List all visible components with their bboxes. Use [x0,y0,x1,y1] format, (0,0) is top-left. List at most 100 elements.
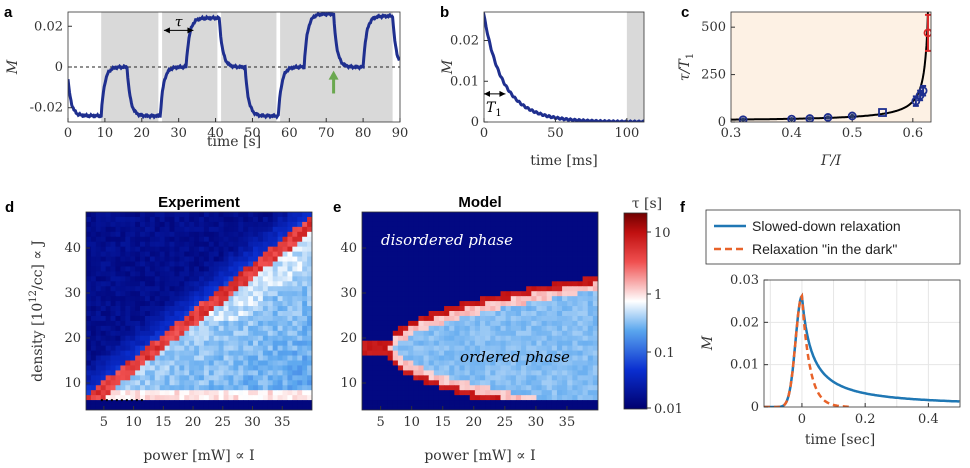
d-cell-25-26 [208,340,215,347]
d-cell-27-21 [218,315,224,322]
e-cell-25-15 [490,286,496,292]
d-cell-7-15 [120,286,126,292]
e-cell-10-0 [413,212,419,218]
d-cell-5-15 [110,286,116,292]
e-cell-13-1 [428,216,435,223]
e-cell-1-18 [367,301,373,307]
e-cell-29-5 [510,236,517,243]
d-cell-41-25 [287,335,293,342]
e-cell-8-1 [403,216,409,223]
d-cell-34-1 [253,216,259,223]
d-cell-30-10 [233,261,239,267]
d-cell-8-38 [125,400,131,406]
d-cell-10-22 [135,320,141,327]
d-cell-32-26 [243,340,249,347]
d-cell-13-13 [149,276,156,282]
e-cell-36-17 [546,296,553,302]
e-cell-10-32 [413,370,419,376]
e-cell-5-16 [387,291,394,297]
d-cell-9-15 [130,286,136,292]
e-cell-28-38 [505,400,512,406]
e-cell-42-0 [577,212,584,218]
d-cell-45-0 [307,212,312,218]
d-cell-2-37 [95,395,102,401]
e-cell-33-27 [531,345,537,351]
d-cell-35-4 [257,231,264,238]
d-cell-42-6 [292,241,298,248]
e-cell-15-30 [438,360,445,366]
e-cell-4-21 [382,315,389,322]
d-cell-32-11 [243,266,249,272]
e-cell-23-21 [480,315,486,322]
e-cell-37-21 [551,315,558,322]
d-cell-33-37 [248,395,254,401]
e-cell-16-27 [444,345,450,351]
e-cell-11-11 [418,266,424,272]
d-cell-2-10 [95,261,102,267]
e-cell-6-31 [392,365,399,371]
d-cell-32-5 [243,236,249,243]
e-cell-28-1 [505,216,512,223]
e-cell-16-28 [444,350,450,356]
d-cell-24-0 [203,212,210,218]
e-cell-18-5 [454,236,460,243]
e-cell-39-1 [562,216,568,223]
e-cell-39-25 [562,335,568,342]
e-cell-14-28 [433,350,440,356]
e-cell-12-33 [423,375,430,381]
e-cell-7-39 [397,405,404,410]
d-cell-4-34 [105,380,111,386]
d-xtick-label-1: 10 [125,415,142,430]
e-cell-22-7 [474,246,481,252]
e-cell-30-35 [515,385,522,391]
e-cell-1-7 [367,246,373,252]
e-cell-41-5 [572,236,578,243]
d-cell-20-13 [184,276,190,282]
e-cell-39-31 [562,365,568,371]
d-cell-26-15 [213,286,220,292]
e-cell-29-2 [510,221,517,228]
d-cell-8-39 [125,405,131,410]
d-cell-36-18 [262,301,269,307]
d-cell-0-38 [86,400,92,406]
d-cell-16-33 [164,375,170,381]
e-cell-41-21 [572,315,578,322]
d-cell-23-4 [199,231,205,238]
d-cell-2-34 [95,380,102,386]
d-cell-30-17 [233,296,239,302]
d-cell-7-28 [120,350,126,356]
d-cell-20-34 [184,380,190,386]
d-cell-14-25 [154,335,161,342]
d-cell-25-4 [208,231,215,238]
e-cell-3-34 [377,380,383,386]
d-cell-41-22 [287,320,293,327]
e-cell-39-0 [562,212,568,218]
e-cell-15-34 [438,380,445,386]
d-cell-22-12 [194,271,200,277]
d-cell-30-20 [233,311,239,317]
e-cell-34-37 [536,395,542,401]
e-cell-16-2 [444,221,450,228]
d-cell-34-15 [253,286,259,292]
d-cell-25-19 [208,306,215,312]
e-cell-30-39 [515,405,522,410]
d-cell-44-33 [302,375,308,381]
d-cell-17-19 [169,306,175,312]
d-cell-23-7 [199,246,205,252]
e-cell-0-39 [362,405,368,410]
d-cell-31-23 [238,325,244,332]
e-cell-44-32 [587,370,594,376]
d-cell-15-24 [159,330,166,337]
d-cell-4-28 [105,350,111,356]
e-cell-20-14 [464,281,471,287]
e-cell-8-4 [403,231,409,238]
d-cell-30-19 [233,306,239,312]
e-cell-8-39 [403,405,409,410]
e-cell-27-4 [500,231,507,238]
e-cell-31-12 [521,271,527,277]
d-cell-7-16 [120,291,126,297]
d-cell-45-30 [307,360,312,366]
e-cell-19-16 [459,291,466,297]
d-cell-22-9 [194,256,200,262]
d-cell-17-18 [169,301,175,307]
